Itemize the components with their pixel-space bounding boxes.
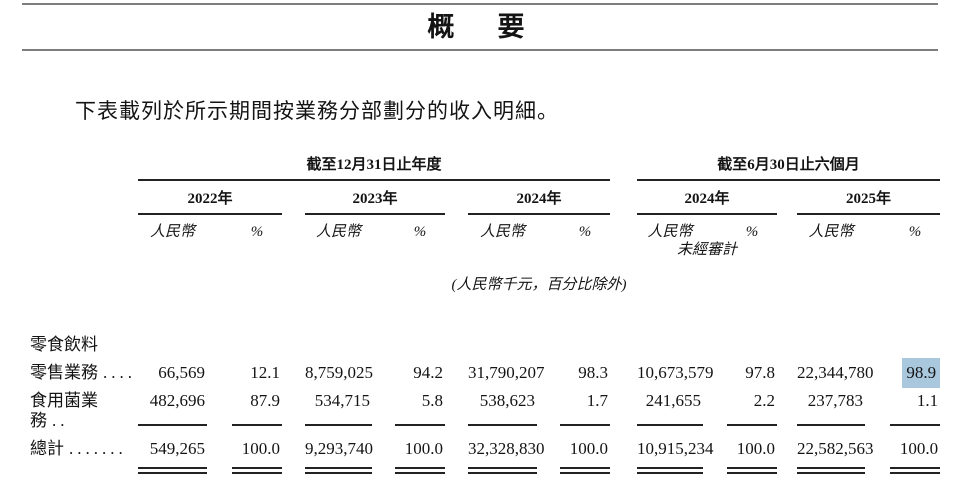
- year-header-2023: 2023年: [282, 181, 445, 215]
- empty-cell: [30, 215, 136, 241]
- rmb-label: 人民幣: [315, 224, 361, 240]
- period-header-interim: 截至6月30日止六個月: [610, 155, 941, 181]
- value-cell: 1.7: [537, 387, 611, 431]
- value-cell: 5.8: [372, 387, 445, 431]
- percent-label: %: [908, 224, 922, 240]
- period-header-interim-label: 截至6月30日止六個月: [637, 155, 941, 181]
- value-cell: 10,673,579: [637, 363, 714, 382]
- percent-label: %: [413, 224, 427, 240]
- rmb-label: 人民幣: [808, 224, 854, 240]
- unaudited-row: 未經審計: [30, 241, 940, 261]
- year-header-2024-interim: 2024年: [610, 181, 778, 215]
- value-cell: 549,265: [136, 431, 207, 476]
- value-cell: 66,569: [158, 363, 205, 382]
- value-cell: 98.9: [865, 355, 941, 388]
- value-cell: 22,582,563: [777, 431, 874, 476]
- empty-cell: [30, 241, 610, 261]
- row-label: 食用菌業務..: [30, 391, 98, 430]
- value-cell: 10,915,234: [610, 431, 714, 476]
- value-cell: 22,344,780: [797, 363, 874, 382]
- table-row-retail: 零售業務.... 66,569 12.1 8,759,025 94.2 31,7…: [30, 355, 941, 388]
- intro-text: 下表載列於所示期間按業務分部劃分的收入明細。: [75, 99, 559, 123]
- year-header-2025-interim: 2025年: [777, 181, 941, 215]
- spacer-row: [30, 295, 940, 333]
- year-header-2022: 2022年: [136, 181, 282, 215]
- value-cell: 1.1: [865, 387, 941, 431]
- table-row-total: 總計....... 549,265 100.0 9,293,740 100.0 …: [30, 431, 941, 476]
- row-label: 零售業務....: [30, 363, 136, 382]
- empty-cell: [30, 261, 136, 295]
- value-cell: 100.0: [865, 431, 941, 476]
- subheader-row: 人民幣 % 人民幣 % 人民幣 % 人民幣 % 人民幣 %: [30, 215, 940, 241]
- value-cell: 100.0: [703, 431, 778, 476]
- value-cell: 482,696: [136, 387, 207, 431]
- title-rule-top: [22, 3, 938, 5]
- rmb-label: 人民幣: [479, 224, 525, 240]
- units-note: (人民幣千元，百分比除外): [451, 277, 627, 293]
- percent-label: %: [578, 224, 592, 240]
- document-page: 概 要 下表載列於所示期間按業務分部劃分的收入明細。 截至12月31日止年度 截…: [0, 3, 960, 489]
- value-cell: 9,293,740: [282, 431, 373, 476]
- rmb-label: 人民幣: [647, 224, 693, 240]
- empty-cell: [777, 241, 940, 261]
- units-note-row: (人民幣千元，百分比除外): [30, 261, 940, 295]
- value-cell: 87.9: [207, 387, 282, 431]
- unaudited-label: 未經審計: [677, 242, 738, 258]
- revenue-table: 截至12月31日止年度 截至6月30日止六個月 2022年 2023年 2024…: [30, 155, 941, 476]
- value-cell: 100.0: [207, 431, 282, 476]
- year-header-row: 2022年 2023年 2024年 2024年 2025年: [30, 181, 941, 215]
- value-cell: 237,783: [777, 387, 866, 431]
- table-row-fungi: 食用菌業務.. 482,696 87.9 534,715 5.8 538,623…: [30, 387, 941, 431]
- period-header-row: 截至12月31日止年度 截至6月30日止六個月: [30, 155, 941, 181]
- value-cell: 98.3: [578, 363, 609, 382]
- empty-cell: [30, 155, 136, 181]
- value-cell: 32,328,830: [445, 431, 545, 476]
- leader-dots: ....: [103, 363, 136, 382]
- value-cell: 100.0: [537, 431, 611, 476]
- section-label: 零食飲料: [30, 335, 98, 354]
- year-header-2024: 2024年: [445, 181, 611, 215]
- title-rule-bottom: [22, 49, 938, 51]
- value-cell: 97.8: [745, 363, 776, 382]
- percent-label: %: [250, 224, 264, 240]
- value-cell: 12.1: [250, 363, 280, 382]
- highlighted-value: 98.9: [902, 358, 941, 388]
- value-cell: 241,655: [610, 387, 704, 431]
- percent-label: %: [745, 224, 759, 240]
- row-label: 總計.......: [30, 439, 127, 458]
- value-cell: 534,715: [282, 387, 372, 431]
- value-cell: 538,623: [445, 387, 537, 431]
- value-cell: 2.2: [703, 387, 778, 431]
- section-header-row: 零食飲料: [30, 333, 940, 355]
- leader-dots: .......: [69, 439, 127, 458]
- rmb-label: 人民幣: [149, 224, 195, 240]
- value-cell: 8,759,025: [305, 363, 373, 382]
- leader-dots: ..: [52, 411, 69, 430]
- value-cell: 94.2: [413, 363, 443, 382]
- period-header-annual: 截至12月31日止年度: [136, 155, 611, 181]
- period-header-annual-label: 截至12月31日止年度: [138, 155, 611, 181]
- page-title: 概 要: [427, 12, 533, 42]
- value-cell: 31,790,207: [468, 363, 545, 382]
- value-cell: 100.0: [372, 431, 445, 476]
- empty-cell: [30, 181, 136, 215]
